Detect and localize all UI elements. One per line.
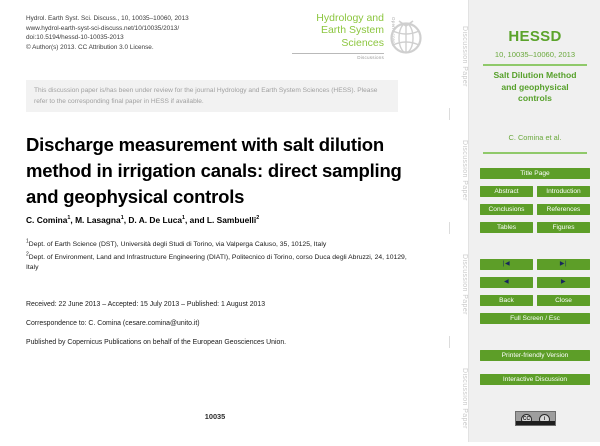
- introduction-button[interactable]: Introduction: [537, 186, 590, 197]
- hessd-navigation-panel: HESSD 10, 10035–10060, 2013 Salt Dilutio…: [468, 0, 600, 442]
- journal-logo: Hydrology and Earth System Sciences Disc…: [292, 8, 426, 66]
- full-screen-button[interactable]: Full Screen / Esc: [480, 313, 590, 324]
- affiliation-2: 2Dept. of Environment, Land and Infrastr…: [26, 251, 407, 271]
- side-tab-divider-1: [449, 108, 450, 120]
- journal-logo-line3: Sciences: [341, 36, 384, 49]
- panel-author-short: C. Comina et al.: [508, 133, 562, 142]
- masthead-line-citation: Hydrol. Earth Syst. Sci. Discuss., 10, 1…: [26, 15, 189, 22]
- panel-title-line1: Salt Dilution Method: [493, 70, 577, 80]
- conclusions-button[interactable]: Conclusions: [480, 204, 533, 215]
- journal-masthead: Hydrol. Earth Syst. Sci. Discuss., 10, 1…: [26, 14, 276, 52]
- first-page-icon-button[interactable]: |◀: [480, 259, 533, 270]
- journal-logo-text: Hydrology and Earth System Sciences: [292, 12, 384, 49]
- references-button[interactable]: References: [537, 204, 590, 215]
- journal-logo-divider: [292, 53, 384, 54]
- author-list: C. Comina1, M. Lasagna1, D. A. De Luca1,…: [26, 215, 260, 225]
- correspondence-line: Correspondence to: C. Comina (cesare.com…: [26, 320, 200, 327]
- journal-logo-line2: Earth System: [320, 24, 384, 37]
- side-tab-label-4: Discussion Paper: [461, 367, 468, 429]
- panel-paper-title: Salt Dilution Method and geophysical con…: [475, 70, 595, 105]
- affiliation-1: 1Dept. of Earth Science (DST), Universit…: [26, 238, 327, 248]
- creative-commons-by-badge[interactable]: CC i: [515, 411, 556, 426]
- side-tab-label-2: Discussion Paper: [461, 139, 468, 201]
- review-notice: This discussion paper is/has been under …: [26, 80, 398, 112]
- close-button[interactable]: Close: [537, 295, 590, 306]
- side-tab-divider-3: [449, 336, 450, 348]
- badge-bar: [516, 421, 555, 425]
- masthead-line-license: © Author(s) 2013. CC Attribution 3.0 Lic…: [26, 43, 154, 51]
- side-tab-divider-2: [449, 222, 450, 234]
- journal-logo-line1: Hydrology and: [316, 12, 384, 24]
- journal-code: HESSD: [508, 28, 562, 45]
- tables-button[interactable]: Tables: [480, 222, 533, 233]
- journal-logo-subtitle: Discussions: [357, 55, 384, 60]
- panel-title-line2: and geophysical: [501, 81, 569, 92]
- discussion-paper-strip: Discussion Paper Discussion Paper Discus…: [432, 0, 468, 442]
- publisher-line: Published by Copernicus Publications on …: [26, 339, 287, 346]
- printer-friendly-button[interactable]: Printer-friendly Version: [480, 350, 590, 361]
- side-tab-label-1: Discussion Paper: [461, 25, 468, 87]
- abstract-button[interactable]: Abstract: [480, 186, 533, 197]
- issue-citation: 10, 10035–10060, 2013: [494, 50, 576, 59]
- masthead-line-url: www.hydrol-earth-syst-sci-discuss.net/10…: [26, 24, 180, 32]
- figures-button[interactable]: Figures: [537, 222, 590, 233]
- interactive-discussion-button[interactable]: Interactive Discussion: [480, 374, 590, 385]
- page-title: Discharge measurement with salt dilution…: [26, 134, 402, 207]
- prev-page-icon-button[interactable]: ◀: [480, 277, 533, 288]
- masthead-line-doi: doi:10.5194/hessd-10-10035-2013: [26, 34, 124, 42]
- side-tab-label-3: Discussion Paper: [461, 253, 468, 315]
- panel-title-line3: controls: [518, 93, 552, 103]
- next-page-icon-button[interactable]: ▶: [537, 277, 590, 288]
- egu-emblem-icon: [390, 20, 422, 54]
- last-page-icon-button[interactable]: ▶|: [537, 259, 590, 270]
- affiliations: 1Dept. of Earth Science (DST), Universit…: [26, 238, 418, 276]
- back-button[interactable]: Back: [480, 295, 533, 306]
- panel-button-group: Title Page Abstract Introduction Conclus…: [469, 0, 600, 442]
- page-number: 10035: [204, 412, 226, 421]
- title-page-button[interactable]: Title Page: [480, 168, 590, 179]
- publication-dates: Received: 22 June 2013 – Accepted: 15 Ju…: [26, 301, 266, 308]
- paper-first-page: Hydrol. Earth Syst. Sci. Discuss., 10, 1…: [26, 8, 426, 421]
- panel-divider-top: [483, 64, 587, 66]
- panel-divider-mid: [483, 152, 587, 154]
